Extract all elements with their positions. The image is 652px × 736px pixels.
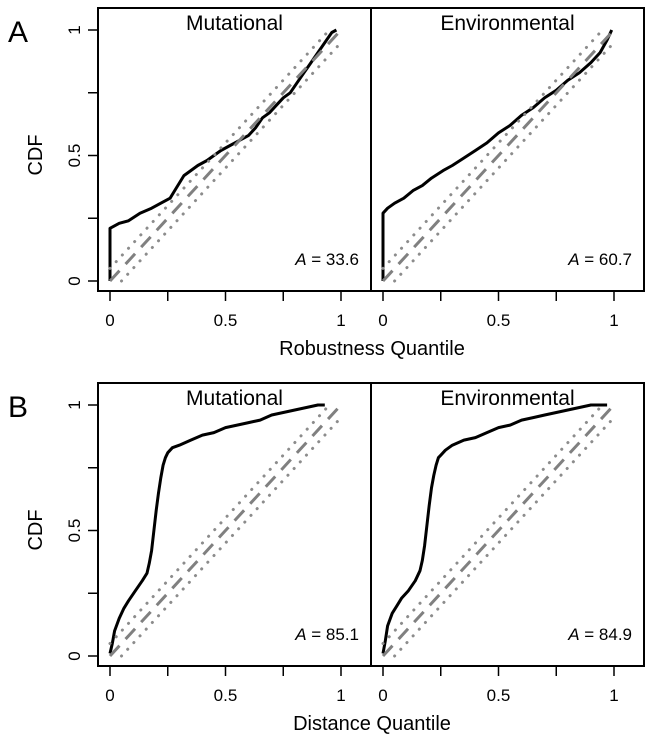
- area-symbol: A: [294, 625, 306, 644]
- x-tick-label: 1: [609, 311, 618, 330]
- y-tick-label: 0.5: [65, 519, 84, 543]
- area-value: = 84.9: [580, 625, 632, 644]
- area-value: = 33.6: [307, 250, 359, 269]
- x-tick-label: 0: [378, 686, 387, 705]
- bound-dotted-line: [108, 28, 331, 270]
- x-axis-label-a: Robustness Quantile: [279, 338, 465, 360]
- bound-dotted-line: [381, 28, 604, 270]
- x-tick-label: 1: [336, 686, 345, 705]
- y-axis-label-b: CDF: [25, 509, 47, 550]
- area-annotation: A = 33.6: [294, 250, 359, 269]
- y-tick-label: 1: [65, 400, 84, 409]
- row-label-a: A: [8, 16, 28, 49]
- panel-a-environmental: Environmental A = 60.7 0 0.5 1: [370, 7, 645, 330]
- x-tick-label: 0: [378, 311, 387, 330]
- x-tick-label: 0: [105, 686, 114, 705]
- panel-title: Mutational: [186, 387, 283, 410]
- x-tick-label: 1: [609, 686, 618, 705]
- panel-a-mutational: Mutational A = 33.6 0 0.5 1 0 0.5 1: [65, 7, 372, 330]
- area-value: = 60.7: [580, 250, 632, 269]
- area-annotation: A = 60.7: [567, 250, 632, 269]
- diagonal-reference-line: [108, 403, 343, 658]
- y-axis-label-a: CDF: [25, 134, 47, 175]
- panel-b-mutational: Mutational A = 85.1 0 0.5 1 0 0.5 1: [65, 382, 372, 705]
- cdf-line: [108, 28, 338, 281]
- bound-dotted-line: [393, 416, 616, 658]
- panel-b-environmental: Environmental A = 84.9 0 0.5 1: [370, 382, 645, 705]
- y-tick-label: 0: [65, 276, 84, 285]
- panel-title: Mutational: [186, 12, 283, 35]
- x-tick-label: 0.5: [487, 311, 511, 330]
- x-tick-label: 0.5: [214, 686, 238, 705]
- bound-dotted-line: [108, 403, 331, 645]
- diagonal-reference-line: [381, 403, 616, 658]
- y-tick-label: 0: [65, 651, 84, 660]
- cdf-line: [381, 29, 614, 281]
- panel-title: Environmental: [440, 12, 574, 35]
- panel-frame: [370, 7, 645, 292]
- diagonal-reference-line: [108, 28, 343, 283]
- area-value: = 85.1: [307, 625, 359, 644]
- panel-frame: [97, 7, 372, 292]
- x-axis-label-b: Distance Quantile: [293, 713, 451, 735]
- panel-frame: [370, 382, 645, 667]
- x-tick-label: 0.5: [214, 311, 238, 330]
- row-label-b: B: [8, 391, 28, 424]
- bound-dotted-line: [381, 403, 604, 645]
- area-annotation: A = 85.1: [294, 625, 359, 644]
- x-tick-label: 0.5: [487, 686, 511, 705]
- x-tick-label: 1: [336, 311, 345, 330]
- area-symbol: A: [567, 625, 579, 644]
- area-symbol: A: [294, 250, 306, 269]
- area-annotation: A = 84.9: [567, 625, 632, 644]
- cdf-line: [108, 403, 325, 654]
- x-tick-label: 0: [105, 311, 114, 330]
- diagonal-reference-line: [381, 28, 616, 283]
- bound-dotted-line: [120, 416, 343, 658]
- cdf-line: [381, 403, 608, 654]
- area-symbol: A: [567, 250, 579, 269]
- y-tick-label: 1: [65, 25, 84, 34]
- panel-title: Environmental: [440, 387, 574, 410]
- bound-dotted-line: [393, 41, 616, 283]
- bound-dotted-line: [120, 41, 343, 283]
- y-tick-label: 0.5: [65, 144, 84, 168]
